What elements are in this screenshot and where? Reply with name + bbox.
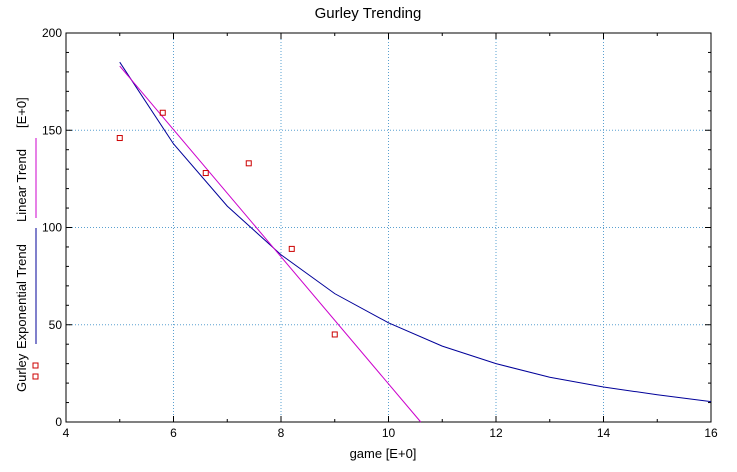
x-tick-label: 14 xyxy=(597,426,611,440)
y-axis-legend: Gurley Exponential Trend Linear Trend [E… xyxy=(14,97,29,392)
legend-marker-gurley xyxy=(32,373,39,380)
data-point xyxy=(245,160,252,167)
series-line-1 xyxy=(119,61,712,403)
legend-swatches xyxy=(32,138,39,380)
x-tick-label: 8 xyxy=(278,426,285,440)
data-point xyxy=(159,109,166,116)
x-tick-label: 6 xyxy=(170,426,177,440)
y-tick-label: 0 xyxy=(55,415,62,429)
y-tick-label: 200 xyxy=(42,26,62,40)
data-point xyxy=(288,245,295,252)
x-tick-label: 4 xyxy=(63,426,70,440)
axis-ticks: 4 6 8 10 12 14 16 0 50 100 150 200 xyxy=(42,26,718,440)
grid-lines xyxy=(66,33,711,422)
legend-label-gurley: Gurley xyxy=(14,353,29,392)
legend-marker-gurley xyxy=(32,362,39,369)
data-point xyxy=(202,170,209,177)
x-tick-label: 16 xyxy=(704,426,718,440)
x-axis-label: game [E+0] xyxy=(350,446,417,461)
legend-label-linear: Linear Trend xyxy=(14,149,29,222)
data-point xyxy=(331,331,338,338)
x-tick-label: 12 xyxy=(489,426,503,440)
series-layer xyxy=(116,61,712,423)
legend-label-exponential: Exponential Trend xyxy=(14,244,29,349)
data-point xyxy=(116,135,123,142)
x-tick-label: 10 xyxy=(382,426,396,440)
series-line-2 xyxy=(119,65,422,423)
y-axis-unit: [E+0] xyxy=(14,97,29,128)
y-tick-label: 100 xyxy=(42,221,62,235)
y-tick-label: 50 xyxy=(49,318,63,332)
chart-title: Gurley Trending xyxy=(315,5,422,22)
y-tick-label: 150 xyxy=(42,123,62,137)
